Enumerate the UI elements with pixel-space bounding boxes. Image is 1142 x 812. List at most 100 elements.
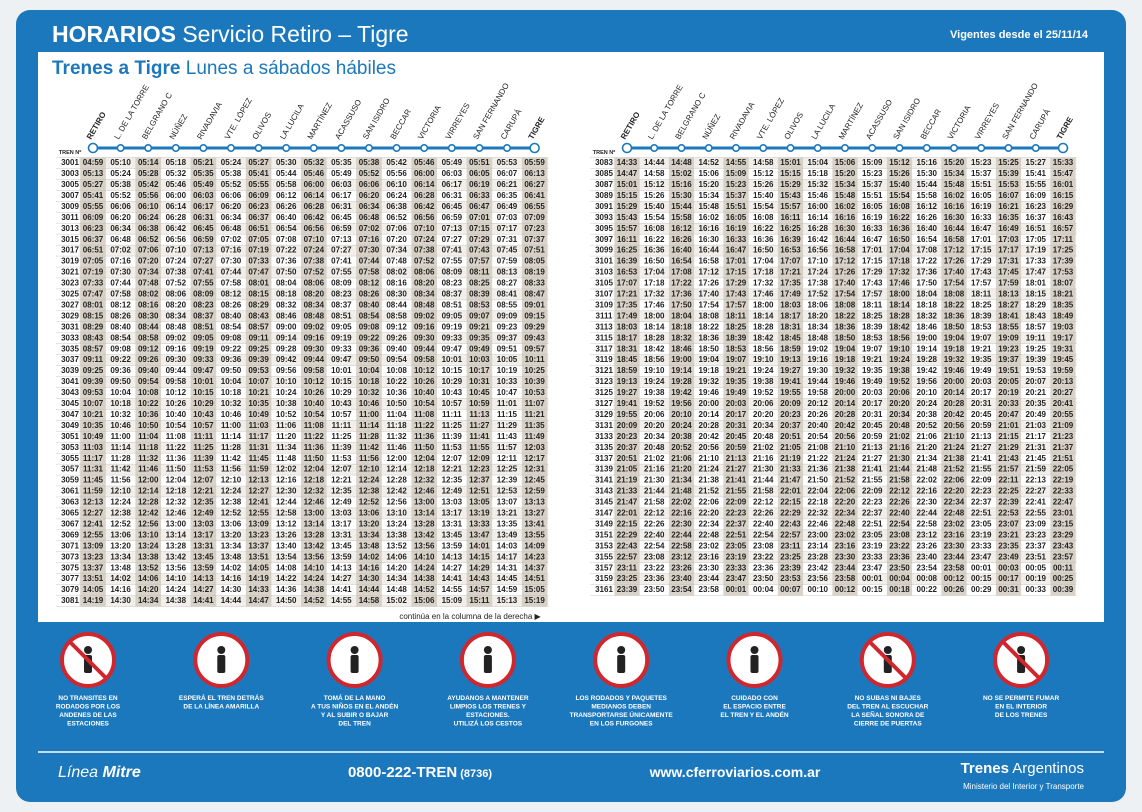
time-cell: 14:51 (524, 574, 545, 583)
time-cell: 18:50 (944, 322, 965, 331)
time-cell: 18:45 (780, 333, 801, 342)
time-cell: 11:08 (414, 410, 435, 419)
time-cell: 11:07 (525, 399, 546, 408)
time-cell: 00:26 (944, 585, 965, 594)
time-cell: 13:17 (331, 519, 352, 528)
time-cell: 10:18 (221, 388, 242, 397)
time-cell: 20:14 (944, 388, 965, 397)
time-cell: 17:47 (1026, 268, 1047, 277)
time-cell: 08:12 (221, 290, 242, 299)
time-cell: 23:19 (726, 552, 747, 561)
time-cell: 18:56 (644, 355, 665, 364)
time-cell: 14:05 (248, 563, 269, 572)
time-cell: 05:52 (359, 169, 380, 178)
time-cell: 12:41 (83, 519, 104, 528)
time-cell: 20:47 (998, 410, 1019, 419)
time-cell: 12:55 (83, 530, 104, 539)
time-cell: 22:47 (1053, 498, 1074, 507)
time-cell: 21:16 (753, 454, 774, 463)
time-cell: 08:30 (386, 290, 407, 299)
time-cell: 08:58 (138, 333, 159, 342)
ministry: Ministerio del Interior y Transporte (963, 782, 1084, 791)
time-cell: 14:27 (331, 574, 352, 583)
time-cell: 23:09 (1026, 519, 1047, 528)
time-cell: 09:02 (166, 333, 187, 342)
time-cell: 22:40 (644, 530, 665, 539)
time-cell: 12:32 (414, 476, 435, 485)
time-cell: 06:10 (138, 202, 159, 211)
time-cell: 23:25 (780, 552, 801, 561)
time-cell: 11:48 (276, 454, 297, 463)
time-cell: 10:17 (469, 366, 490, 375)
pictogram-body (217, 655, 226, 673)
time-cell: 10:32 (110, 410, 131, 419)
time-cell: 00:01 (862, 574, 883, 583)
time-cell: 07:47 (83, 290, 104, 299)
time-cell: 23:53 (780, 574, 801, 583)
station-dot (922, 144, 931, 153)
time-cell: 16:08 (753, 213, 774, 222)
time-cell: 18:08 (944, 290, 965, 299)
time-cell: 23:57 (1053, 552, 1074, 561)
time-cell: 16:21 (998, 202, 1019, 211)
time-cell: 18:03 (780, 300, 801, 309)
time-cell: 09:56 (276, 366, 297, 375)
time-cell: 20:20 (753, 410, 774, 419)
subtitle-bold: Trenes a Tigre (52, 58, 181, 79)
time-cell: 17:08 (917, 246, 938, 255)
time-cell: 23:30 (944, 541, 965, 550)
train-number: 3143 (595, 487, 613, 496)
time-cell: 14:58 (644, 169, 665, 178)
time-cell: 22:39 (998, 498, 1019, 507)
time-cell: 18:50 (835, 333, 856, 342)
time-cell: 23:26 (917, 541, 938, 550)
time-cell: 11:14 (111, 443, 132, 452)
time-cell: 10:08 (138, 388, 159, 397)
time-cell: 07:10 (166, 246, 187, 255)
time-cell: 23:49 (998, 552, 1019, 561)
time-cell: 17:33 (1026, 257, 1047, 266)
time-cell: 20:09 (617, 421, 638, 430)
train-number: 3099 (595, 246, 613, 255)
time-cell: 07:51 (524, 246, 545, 255)
time-cell: 13:55 (524, 530, 545, 539)
time-cell: 21:50 (808, 476, 829, 485)
time-cell: 07:38 (414, 246, 435, 255)
time-cell: 06:59 (442, 213, 463, 222)
time-cell: 20:34 (644, 432, 665, 441)
time-cell: 10:11 (525, 355, 546, 364)
time-cell: 18:35 (1053, 300, 1074, 309)
time-cell: 07:19 (248, 246, 269, 255)
time-cell: 11:17 (249, 432, 270, 441)
time-cell: 18:29 (1026, 300, 1047, 309)
time-cell: 12:30 (276, 487, 297, 496)
time-cell: 20:59 (862, 432, 883, 441)
time-cell: 11:53 (193, 465, 214, 474)
time-cell: 17:45 (998, 268, 1019, 277)
time-cell: 06:34 (221, 213, 242, 222)
time-cell: 10:47 (497, 388, 518, 397)
time-cell: 20:24 (671, 421, 692, 430)
time-cell: 13:03 (442, 498, 463, 507)
time-cell: 07:16 (110, 257, 131, 266)
time-cell: 00:22 (917, 585, 938, 594)
time-cell: 10:45 (469, 388, 490, 397)
time-cell: 18:39 (726, 333, 747, 342)
time-cell: 04:59 (83, 158, 104, 167)
time-cell: 19:27 (780, 366, 801, 375)
time-cell: 19:46 (699, 388, 720, 397)
train-number: 3137 (595, 454, 613, 463)
time-cell: 10:26 (414, 377, 435, 386)
time-cell: 21:02 (889, 432, 910, 441)
time-cell: 23:19 (862, 541, 883, 550)
train-number: 3097 (595, 235, 613, 244)
time-cell: 09:29 (524, 322, 545, 331)
time-cell: 14:01 (469, 541, 490, 550)
time-cell: 14:43 (469, 574, 490, 583)
time-cell: 05:52 (221, 180, 242, 189)
time-cell: 06:21 (497, 180, 518, 189)
time-cell: 21:27 (726, 465, 747, 474)
time-cell: 05:51 (469, 158, 490, 167)
